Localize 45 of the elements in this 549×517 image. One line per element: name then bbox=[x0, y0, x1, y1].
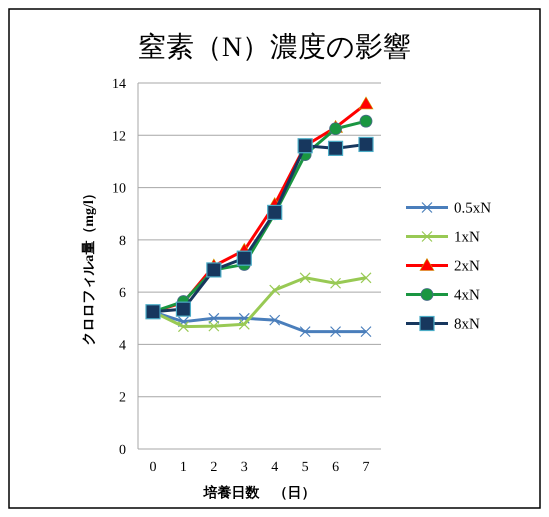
legend-label: 0.5xN bbox=[454, 200, 492, 216]
x-tick-label: 7 bbox=[362, 460, 370, 475]
point bbox=[360, 114, 372, 128]
point bbox=[238, 318, 250, 330]
x-tick-label: 5 bbox=[302, 460, 309, 475]
y-axis-title: クロロフィルa量（mg/l） bbox=[81, 186, 97, 346]
x-tick-label: 2 bbox=[210, 460, 218, 475]
point bbox=[360, 272, 372, 284]
legend-label: 2xN bbox=[454, 258, 480, 274]
legend-label: 1xN bbox=[454, 230, 480, 246]
y-tick-label: 0 bbox=[119, 443, 126, 458]
point bbox=[329, 122, 342, 136]
y-tick-label: 12 bbox=[112, 129, 126, 144]
x-tick-label: 1 bbox=[180, 460, 187, 475]
point bbox=[269, 284, 280, 296]
legend-label: 4xN bbox=[454, 288, 480, 304]
x-axis-title: 培養日数 （日） bbox=[202, 484, 316, 501]
y-tick-label: 10 bbox=[112, 182, 126, 197]
y-tick-label: 4 bbox=[119, 338, 126, 354]
x-tick-label: 0 bbox=[150, 460, 156, 475]
point bbox=[208, 320, 220, 332]
point bbox=[300, 272, 311, 284]
y-tick-label: 8 bbox=[119, 234, 126, 249]
point bbox=[360, 326, 372, 338]
point bbox=[300, 326, 311, 338]
point bbox=[267, 204, 282, 220]
point bbox=[238, 312, 250, 324]
x-tick-label: 3 bbox=[240, 460, 248, 475]
point bbox=[208, 312, 220, 324]
point bbox=[269, 314, 280, 326]
point bbox=[330, 326, 342, 338]
y-tick-label: 2 bbox=[119, 390, 126, 406]
point bbox=[236, 250, 252, 266]
point bbox=[358, 96, 374, 110]
point bbox=[178, 321, 190, 332]
legend-label: 8xN bbox=[454, 316, 480, 332]
x-tick-label: 6 bbox=[332, 460, 340, 475]
point bbox=[330, 278, 342, 289]
y-tick-label: 6 bbox=[119, 286, 126, 302]
x-tick-label: 4 bbox=[271, 460, 278, 475]
chart-title: 窒素（N）濃度の影響 bbox=[138, 32, 412, 63]
point bbox=[358, 136, 374, 152]
point bbox=[328, 140, 344, 156]
point bbox=[176, 302, 192, 317]
y-tick-label: 14 bbox=[112, 77, 126, 92]
